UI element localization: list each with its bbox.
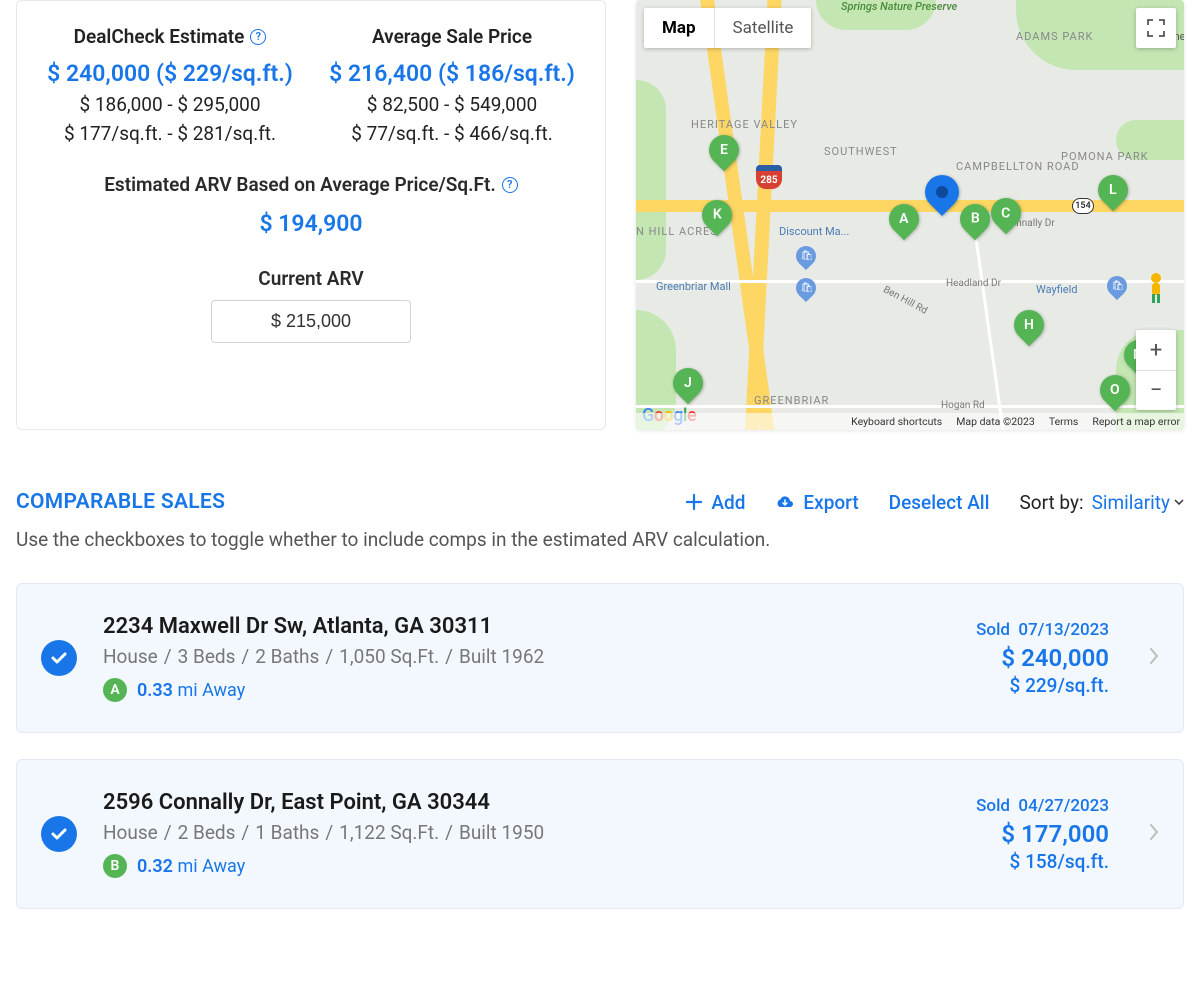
comp-price-sqft: $ 229/sq.ft.: [976, 674, 1109, 697]
map-tab-map[interactable]: Map: [644, 8, 714, 48]
terms-link[interactable]: Terms: [1049, 415, 1079, 428]
street-view-pegman[interactable]: [1136, 268, 1176, 308]
map-data-label: Map data ©2023: [956, 415, 1035, 428]
dealcheck-price-range: $ 186,000 - $ 295,000: [37, 93, 303, 116]
chevron-down-icon: [1174, 499, 1184, 505]
dealcheck-sqft-range: $ 177/sq.ft. - $ 281/sq.ft.: [37, 122, 303, 145]
map-label: ADAMS PARK: [1016, 30, 1093, 43]
map-label: Springs Nature Preserve: [841, 0, 957, 13]
sort-dropdown[interactable]: Similarity: [1092, 491, 1184, 514]
comp-meta: House/3 Beds/2 Baths/1,050 Sq.Ft./Built …: [103, 645, 950, 668]
comp-distance: 0.33: [137, 680, 173, 701]
map-label: CAMPBELLTON ROAD: [956, 160, 1056, 173]
check-icon: [49, 648, 69, 668]
export-label: Export: [803, 491, 858, 514]
deselect-all-button[interactable]: Deselect All: [889, 491, 990, 514]
deselect-label: Deselect All: [889, 491, 990, 514]
comp-address: 2234 Maxwell Dr Sw, Atlanta, GA 30311: [103, 614, 950, 639]
map-label: SOUTHWEST: [824, 145, 898, 158]
arv-estimate-label: Estimated ARV Based on Average Price/Sq.…: [104, 173, 496, 196]
comp-card[interactable]: 2234 Maxwell Dr Sw, Atlanta, GA 30311 Ho…: [16, 583, 1184, 733]
comparable-sales-title: COMPARABLE SALES: [16, 490, 225, 514]
average-price-range: $ 82,500 - $ 549,000: [319, 93, 585, 116]
export-button[interactable]: Export: [775, 491, 858, 514]
map-label: HERITAGE VALLEY: [691, 118, 798, 131]
map-tab-satellite[interactable]: Satellite: [714, 8, 812, 48]
average-label: Average Sale Price: [372, 25, 532, 48]
map-footer: Keyboard shortcuts Map data ©2023 Terms …: [636, 413, 1184, 430]
comp-distance-unit: mi Away: [177, 680, 245, 701]
comp-address: 2596 Connally Dr, East Point, GA 30344: [103, 790, 950, 815]
average-main-value: $ 216,400 ($ 186/sq.ft.): [319, 60, 585, 87]
fullscreen-button[interactable]: [1136, 8, 1176, 48]
sort-by-label: Sort by:: [1019, 491, 1083, 514]
comp-distance: 0.32: [137, 856, 173, 877]
comp-card[interactable]: 2596 Connally Dr, East Point, GA 30344 H…: [16, 759, 1184, 909]
highway-shield: 285: [756, 165, 782, 189]
comp-meta: House/2 Beds/1 Baths/1,122 Sq.Ft./Built …: [103, 821, 950, 844]
average-sqft-range: $ 77/sq.ft. - $ 466/sq.ft.: [319, 122, 585, 145]
map-label: Wayfield: [1036, 283, 1078, 296]
current-arv-label: Current ARV: [37, 267, 585, 290]
keyboard-shortcuts-link[interactable]: Keyboard shortcuts: [851, 415, 942, 428]
zoom-control: + −: [1136, 330, 1176, 410]
chevron-right-icon: [1149, 646, 1159, 671]
map-panel[interactable]: Springs Nature Preserve ADAMS PARK Venet…: [636, 0, 1184, 430]
comp-letter-badge: B: [103, 854, 127, 878]
dealcheck-main-value: $ 240,000 ($ 229/sq.ft.): [37, 60, 303, 87]
sort-value: Similarity: [1092, 491, 1170, 514]
help-icon[interactable]: ?: [502, 177, 518, 193]
map-label: Headland Dr: [946, 278, 1001, 289]
current-arv-input[interactable]: [211, 300, 411, 343]
comp-price-sqft: $ 158/sq.ft.: [976, 850, 1109, 873]
comp-distance-unit: mi Away: [177, 856, 245, 877]
check-icon: [49, 824, 69, 844]
help-text: Use the checkboxes to toggle whether to …: [16, 528, 1184, 551]
zoom-in-button[interactable]: +: [1136, 330, 1176, 370]
comp-sold-date: Sold 04/27/2023: [976, 796, 1109, 816]
map-label: GREENBRIAR: [754, 394, 829, 407]
comp-checkbox[interactable]: [41, 640, 77, 676]
map-label: Ben Hill Rd: [881, 284, 929, 316]
add-button[interactable]: Add: [685, 491, 745, 514]
comp-price: $ 177,000: [976, 820, 1109, 848]
plus-icon: [685, 493, 703, 511]
comp-checkbox[interactable]: [41, 816, 77, 852]
dealcheck-column: DealCheck Estimate ? $ 240,000 ($ 229/sq…: [37, 25, 303, 145]
map-label: N HILL ACRES: [636, 225, 718, 238]
map-label: Greenbriar Mall: [656, 280, 731, 293]
report-error-link[interactable]: Report a map error: [1092, 415, 1180, 428]
map-label: Hogan Rd: [941, 400, 985, 411]
estimate-panel: DealCheck Estimate ? $ 240,000 ($ 229/sq…: [16, 0, 606, 430]
cloud-download-icon: [775, 494, 795, 510]
comp-price: $ 240,000: [976, 644, 1109, 672]
highway-shield: 154: [1072, 198, 1094, 214]
add-label: Add: [711, 491, 745, 514]
comp-sold-date: Sold 07/13/2023: [976, 620, 1109, 640]
dealcheck-label: DealCheck Estimate: [74, 25, 245, 48]
comp-letter-badge: A: [103, 678, 127, 702]
average-column: Average Sale Price $ 216,400 ($ 186/sq.f…: [319, 25, 585, 145]
map-type-control: Map Satellite: [644, 8, 811, 48]
map-label: Discount Ma...: [779, 225, 849, 238]
arv-estimate-value: $ 194,900: [37, 210, 585, 237]
chevron-right-icon: [1149, 822, 1159, 847]
help-icon[interactable]: ?: [250, 29, 266, 45]
zoom-out-button[interactable]: −: [1136, 370, 1176, 410]
